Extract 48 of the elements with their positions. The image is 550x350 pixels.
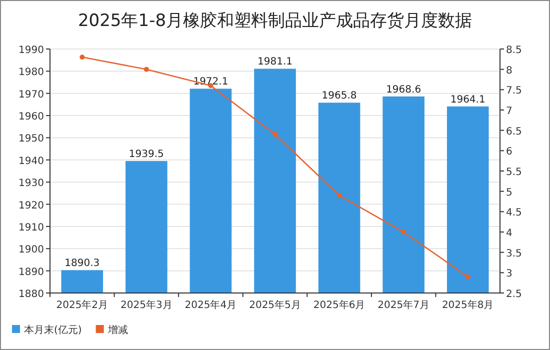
y2-tick-label: 3.5 bbox=[506, 248, 522, 260]
data-label: 1968.6 bbox=[386, 84, 422, 96]
legend-label: 增减 bbox=[106, 324, 128, 336]
y-tick-label: 1990 bbox=[18, 45, 44, 56]
y2-tick-label: 5.5 bbox=[506, 167, 522, 178]
y-tick-label: 1920 bbox=[18, 200, 44, 212]
data-label: 1939.5 bbox=[128, 149, 164, 160]
y-tick-label: 1910 bbox=[18, 222, 44, 234]
chart-title: 2025年1-8月橡胶和塑料制品业产成品存货月度数据 bbox=[78, 11, 472, 31]
y-tick-label: 1970 bbox=[18, 89, 44, 100]
y-tick-label: 1950 bbox=[18, 134, 44, 145]
data-label: 1965.8 bbox=[322, 90, 357, 102]
y-tick-label: 1930 bbox=[18, 178, 44, 190]
y2-tick-label: 5 bbox=[506, 187, 512, 198]
y2-tick-label: 2.5 bbox=[506, 289, 522, 300]
x-tick-label: 2025年8月 bbox=[442, 299, 494, 311]
y2-tick-label: 8.5 bbox=[506, 45, 522, 56]
y-tick-label: 1960 bbox=[18, 112, 44, 123]
x-tick-label: 2025年4月 bbox=[184, 299, 237, 311]
data-label: 1981.1 bbox=[258, 56, 292, 68]
point bbox=[336, 192, 342, 198]
y2-tick-label: 6 bbox=[506, 146, 512, 158]
point bbox=[144, 66, 149, 72]
point bbox=[272, 132, 278, 137]
y2-tick-label: 7 bbox=[506, 106, 512, 117]
y2-tick-label: 6.5 bbox=[506, 126, 522, 138]
x-tick-label: 2025年7月 bbox=[378, 299, 430, 311]
y2-tick-label: 8 bbox=[506, 65, 512, 76]
y-tick-label: 1940 bbox=[18, 156, 44, 167]
legend-label: 本月末(亿元) bbox=[24, 324, 82, 336]
x-tick-label: 2025年5月 bbox=[249, 299, 301, 311]
x-tick-label: 2025年6月 bbox=[313, 299, 366, 311]
y-tick-label: 1890 bbox=[18, 266, 44, 278]
x-tick-label: 2025年2月 bbox=[56, 299, 108, 311]
point bbox=[401, 230, 406, 234]
y2-tick-label: 4 bbox=[506, 228, 512, 239]
y2-tick-label: 4.5 bbox=[506, 208, 522, 219]
data-label: 1972.1 bbox=[193, 76, 228, 88]
point bbox=[465, 274, 470, 280]
x-tick-label: 2025年3月 bbox=[120, 299, 172, 311]
data-label: 1964.1 bbox=[450, 94, 486, 106]
y-tick-label: 1980 bbox=[18, 67, 44, 78]
data-label: 1890.3 bbox=[64, 258, 100, 270]
y2-tick-label: 7.5 bbox=[506, 86, 522, 97]
point bbox=[80, 54, 85, 60]
y-tick-label: 1880 bbox=[18, 289, 44, 300]
y-tick-label: 1900 bbox=[18, 244, 44, 256]
y2-tick-label: 3 bbox=[506, 268, 512, 280]
